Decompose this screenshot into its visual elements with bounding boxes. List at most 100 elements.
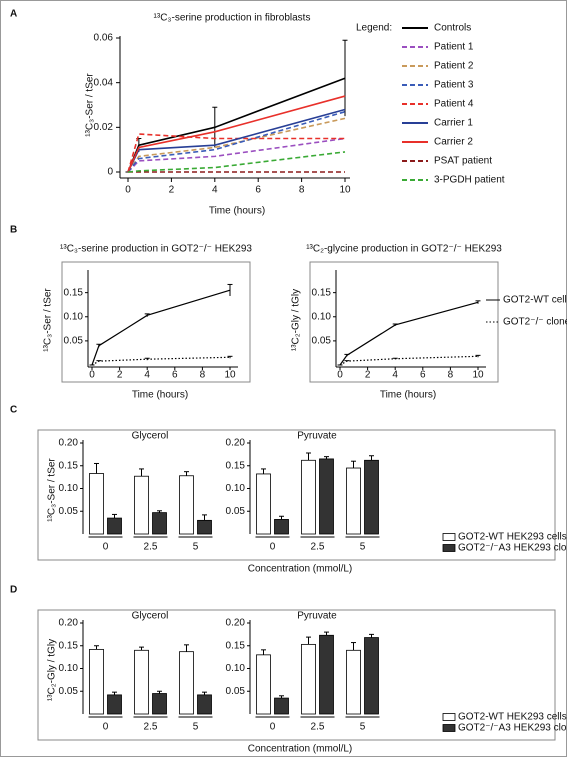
y-tick-label: 0.05 (226, 686, 246, 697)
x-tick-label: 8 (448, 370, 454, 381)
x-tick-label: 8 (299, 185, 305, 196)
bar (152, 693, 167, 715)
x-tick-label: 2.5 (144, 542, 158, 553)
x-tick-label: 0 (125, 185, 131, 196)
panel-label: A (10, 9, 17, 20)
y-axis-label: ¹³C₂-Gly / tGly (47, 639, 58, 701)
x-tick-label: 5 (193, 542, 199, 553)
bar (274, 697, 289, 715)
x-tick-label: 2.5 (144, 722, 158, 733)
x-tick-label: 4 (212, 185, 218, 196)
x-tick-label: 10 (472, 370, 484, 381)
legend-swatch (442, 713, 456, 721)
y-tick-label: 0.10 (226, 483, 246, 494)
panel-frame (61, 261, 251, 383)
y-tick-label: 0.20 (59, 438, 79, 449)
y-tick-label: 0.15 (226, 460, 246, 471)
bar (107, 694, 122, 715)
series-line (127, 151, 346, 173)
series-line (127, 133, 345, 173)
x-axis-label: Concentration (mmol/L) (248, 564, 352, 575)
y-tick-label: 0.04 (94, 77, 114, 88)
y-tick-label: 0.15 (59, 640, 79, 651)
legend-swatch (442, 544, 456, 552)
legend-title: Legend: (356, 23, 392, 34)
bar (319, 458, 334, 535)
y-tick-label: 0.10 (59, 483, 79, 494)
y-tick-label: 0.10 (312, 311, 332, 322)
bar (107, 517, 122, 535)
legend-label: Controls (434, 23, 471, 34)
legend-label: Carrier 2 (434, 137, 473, 148)
x-tick-label: 4 (392, 370, 398, 381)
y-tick-label: 0.05 (226, 506, 246, 517)
series-line (339, 355, 479, 366)
x-axis-label: Time (hours) (132, 390, 188, 401)
bar (301, 643, 316, 715)
x-axis-label: Time (hours) (380, 390, 436, 401)
y-tick-label: 0.15 (312, 287, 332, 298)
legend-label: GOT2⁻/⁻A3 HEK293 clone (458, 723, 567, 734)
x-tick-label: 10 (224, 370, 236, 381)
x-tick-label: 8 (200, 370, 206, 381)
x-tick-label: 6 (420, 370, 426, 381)
x-tick-label: 0 (270, 722, 276, 733)
legend-label: GOT2⁻/⁻ clones (503, 317, 567, 328)
x-tick-label: 10 (339, 185, 351, 196)
panel-label: C (10, 405, 17, 416)
legend-label: 3-PGDH patient (434, 175, 505, 186)
legend-label: Carrier 1 (434, 118, 473, 129)
y-tick-label: 0.20 (59, 618, 79, 629)
legend-label: Patient 1 (434, 42, 474, 53)
x-tick-label: 0 (103, 542, 109, 553)
x-tick-label: 5 (360, 722, 366, 733)
y-tick-label: 0.05 (59, 686, 79, 697)
bar (89, 473, 104, 535)
x-tick-label: 0 (89, 370, 95, 381)
bar (256, 473, 271, 535)
y-tick-label: 0.05 (59, 506, 79, 517)
subplot-title: Glycerol (132, 431, 169, 442)
y-tick-label: 0.05 (64, 336, 84, 347)
x-tick-label: 0 (270, 542, 276, 553)
legend-swatch (442, 724, 456, 732)
y-tick-label: 0.15 (59, 460, 79, 471)
bar (179, 475, 194, 535)
x-tick-label: 5 (193, 722, 199, 733)
legend-label: GOT2⁻/⁻A3 HEK293 clone (458, 543, 567, 554)
x-tick-label: 0 (103, 722, 109, 733)
y-tick-label: 0.15 (226, 640, 246, 651)
y-axis-label: ¹³C₃-Ser / tSer (85, 73, 96, 137)
series-line (127, 110, 346, 173)
x-tick-label: 2 (169, 185, 175, 196)
y-tick-label: 0 (107, 167, 113, 178)
bar (301, 459, 316, 535)
y-tick-label: 0.20 (226, 618, 246, 629)
series-line (127, 95, 346, 173)
y-tick-label: 0.15 (64, 287, 84, 298)
bar (274, 519, 289, 535)
chart-title: ¹³C₃-serine production in fibroblasts (154, 13, 311, 24)
x-tick-label: 6 (172, 370, 178, 381)
bar (152, 512, 167, 535)
bar (364, 459, 379, 535)
subplot-title: Pyruvate (297, 611, 337, 622)
y-tick-label: 0.20 (226, 438, 246, 449)
x-axis-label: Concentration (mmol/L) (248, 744, 352, 755)
series-line (339, 301, 479, 366)
series-line (91, 289, 231, 366)
subplot-title: Glycerol (132, 611, 169, 622)
x-tick-label: 2.5 (311, 542, 325, 553)
legend-swatch (442, 533, 456, 541)
x-tick-label: 2.5 (311, 722, 325, 733)
panel-frame (37, 429, 556, 561)
bar (134, 649, 149, 715)
x-axis-label: Time (hours) (209, 206, 265, 217)
bar (364, 637, 379, 715)
x-tick-label: 2 (365, 370, 371, 381)
y-tick-label: 0.10 (64, 311, 84, 322)
legend-label: Patient 2 (434, 61, 474, 72)
y-tick-label: 0.05 (312, 336, 332, 347)
bar (197, 519, 212, 535)
